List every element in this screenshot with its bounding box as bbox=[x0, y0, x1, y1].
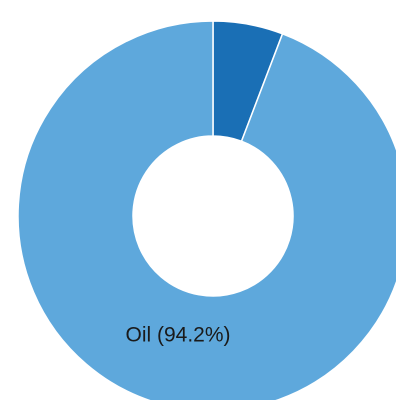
slice-label-oil: Oil (94.2%) bbox=[125, 324, 230, 347]
labels-layer: Oil (94.2%) bbox=[125, 324, 230, 347]
